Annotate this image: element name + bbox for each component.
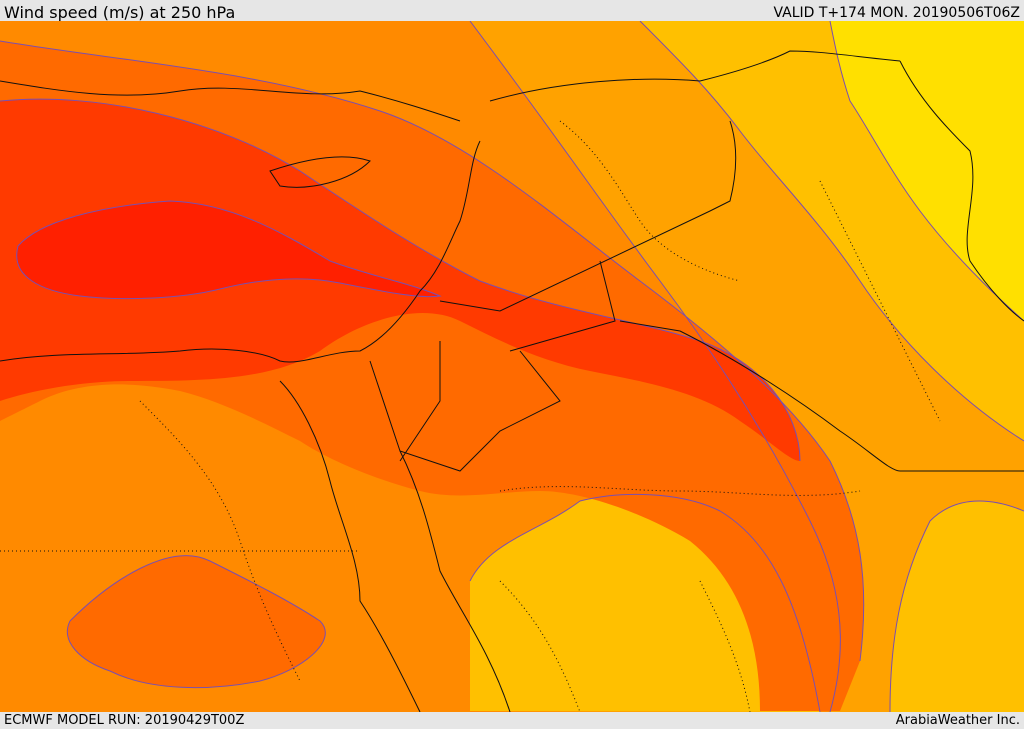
map-canvas [0,21,1024,712]
model-run: ECMWF MODEL RUN: 20190429T00Z [4,713,245,728]
gold-band-southeast [890,501,1024,712]
red-orange-jet-core [0,99,800,461]
red-jet-maximum [16,201,441,299]
header-bar: Wind speed (m/s) at 250 hPa VALID T+174 … [0,0,1024,22]
map-title: Wind speed (m/s) at 250 hPa [4,3,236,22]
valid-time: VALID T+174 MON. 20190506T06Z [773,5,1020,21]
footer-bar: ECMWF MODEL RUN: 20190429T00Z ArabiaWeat… [0,712,1024,729]
yellow-band-northeast [830,21,1024,321]
credit: ArabiaWeather Inc. [895,713,1020,728]
speed-contours [0,21,1024,712]
coastlines [0,80,511,712]
wind-speed-map[interactable] [0,21,1024,712]
admin-boundaries [0,120,941,712]
borders [369,50,1024,472]
dark-orange-band-southwest [67,555,326,688]
